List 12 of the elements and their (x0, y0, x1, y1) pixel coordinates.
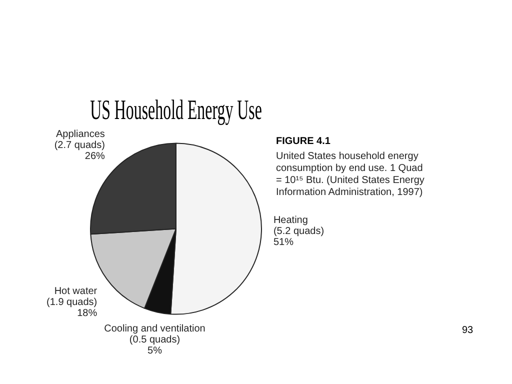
text: 93 (462, 325, 474, 336)
slice-label: Appliances (56, 128, 105, 140)
data-label: (2.7 quads) 26% (54, 140, 106, 162)
slice-label: Hot water (54, 286, 98, 297)
slice-label: Cooling and ventilation (104, 324, 206, 335)
data-label: (0.5 quads) 5% (129, 334, 180, 357)
chart-title: US Household Energy Use (90, 94, 262, 126)
text: United States household energy consumption by end use. 1 Quad = 10¹⁵ Btu. (United States Energy Information Administration, 1997) (276, 151, 426, 199)
data-label: (5.2 quads) 51% (273, 226, 324, 248)
caption: FIGURE 4.1 (276, 136, 330, 147)
data-label: (1.9 quads) 18% (46, 296, 98, 319)
slice-label: Heating (273, 215, 308, 226)
